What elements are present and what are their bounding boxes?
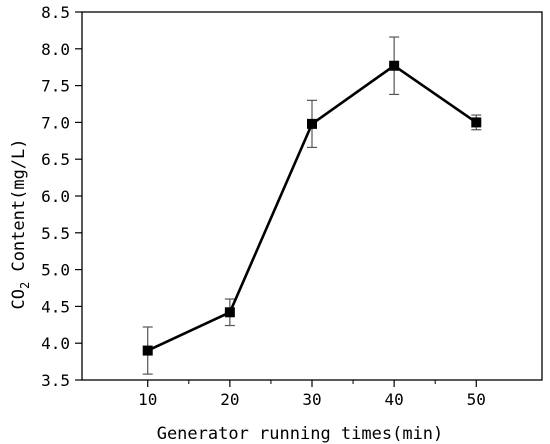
y-tick-label: 5.5 xyxy=(41,224,70,243)
y-axis-title: CO2 Content(mg/L) xyxy=(9,138,32,309)
y-tick-label: 5.0 xyxy=(41,261,70,280)
y-axis-title-main: CO xyxy=(9,289,29,309)
plot-frame xyxy=(81,11,543,381)
data-point xyxy=(224,307,235,318)
x-tick-label: 40 xyxy=(385,390,404,409)
y-tick-label: 6.0 xyxy=(41,187,70,206)
y-tick-label: 4.0 xyxy=(41,334,70,353)
x-tick-label: 50 xyxy=(467,390,486,409)
y-tick-label: 7.0 xyxy=(41,113,70,132)
data-point xyxy=(389,60,400,71)
data-points xyxy=(142,60,482,356)
x-axis-title: Generator running times(min) xyxy=(157,424,444,444)
y-tick-label: 7.5 xyxy=(41,77,70,96)
x-tick-label: 20 xyxy=(220,390,239,409)
y-axis-ticks: 3.5 4.0 4.5 5.0 5.5 6.0 6.5 7.0 7.5 8.0 8.5 xyxy=(41,3,82,390)
error-bars xyxy=(142,36,482,375)
x-tick-label: 10 xyxy=(138,390,157,409)
y-axis-title-subscript: 2 xyxy=(18,282,32,289)
y-tick-label: 6.5 xyxy=(41,150,70,169)
y-tick-label: 3.5 xyxy=(41,371,70,390)
x-tick-label: 30 xyxy=(302,390,321,409)
y-tick-label: 8.0 xyxy=(41,40,70,59)
x-axis-ticks: 10 20 30 40 50 xyxy=(138,380,486,409)
y-tick-label: 4.5 xyxy=(41,297,70,316)
axes xyxy=(81,11,543,381)
y-tick-label: 8.5 xyxy=(41,3,70,22)
data-point xyxy=(471,117,482,128)
data-point xyxy=(142,345,153,356)
data-point xyxy=(307,118,317,129)
y-axis-title-rest: Content(mg/L) xyxy=(9,138,29,281)
